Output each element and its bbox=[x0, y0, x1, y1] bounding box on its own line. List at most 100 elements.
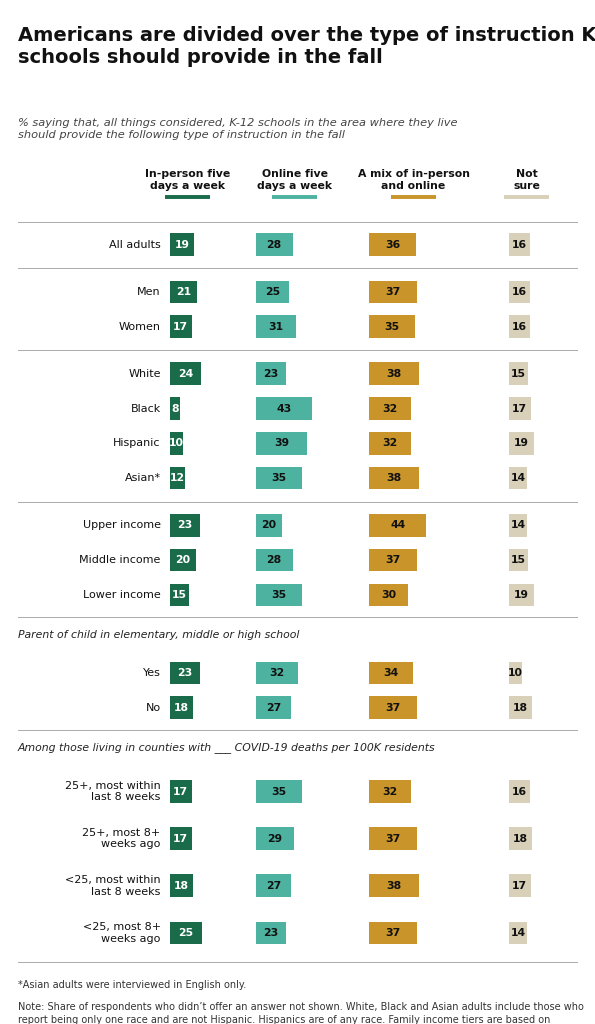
Text: 35: 35 bbox=[271, 590, 286, 600]
Bar bbox=[170, 514, 200, 537]
Bar bbox=[509, 233, 530, 256]
Text: 17: 17 bbox=[512, 881, 527, 891]
Text: 37: 37 bbox=[386, 287, 401, 297]
Text: Parent of child in elementary, middle or high school: Parent of child in elementary, middle or… bbox=[18, 630, 299, 640]
Bar bbox=[369, 584, 408, 606]
Text: 39: 39 bbox=[274, 438, 289, 449]
Text: <25, most 8+
weeks ago: <25, most 8+ weeks ago bbox=[83, 922, 161, 944]
Bar bbox=[509, 662, 522, 684]
Text: 16: 16 bbox=[512, 786, 527, 797]
Text: 10: 10 bbox=[168, 438, 184, 449]
Bar bbox=[369, 549, 417, 571]
Bar bbox=[170, 281, 197, 303]
Text: Upper income: Upper income bbox=[83, 520, 161, 530]
Text: 19: 19 bbox=[513, 590, 529, 600]
Text: 14: 14 bbox=[511, 520, 525, 530]
Bar bbox=[256, 233, 293, 256]
Text: 35: 35 bbox=[384, 322, 399, 332]
Text: 23: 23 bbox=[177, 520, 192, 530]
Bar bbox=[369, 780, 411, 803]
Text: 28: 28 bbox=[267, 555, 282, 565]
Bar bbox=[170, 397, 180, 420]
Bar bbox=[509, 281, 530, 303]
Bar bbox=[369, 922, 417, 944]
Text: 44: 44 bbox=[390, 520, 405, 530]
Bar bbox=[170, 584, 189, 606]
Bar bbox=[170, 549, 196, 571]
Text: 17: 17 bbox=[173, 834, 188, 844]
Text: White: White bbox=[128, 369, 161, 379]
Text: 8: 8 bbox=[171, 403, 178, 414]
Bar bbox=[509, 549, 528, 571]
Bar bbox=[256, 397, 312, 420]
Bar bbox=[369, 514, 427, 537]
Text: In-person five
days a week: In-person five days a week bbox=[145, 170, 230, 191]
Text: 24: 24 bbox=[178, 369, 193, 379]
Text: Americans are divided over the type of instruction K-12
schools should provide i: Americans are divided over the type of i… bbox=[18, 26, 595, 68]
Bar bbox=[509, 467, 527, 489]
Text: 16: 16 bbox=[512, 322, 527, 332]
Text: 19: 19 bbox=[174, 240, 190, 250]
Bar bbox=[369, 827, 417, 850]
Bar bbox=[256, 514, 282, 537]
Text: 21: 21 bbox=[176, 287, 191, 297]
Text: Men: Men bbox=[137, 287, 161, 297]
Bar bbox=[170, 827, 192, 850]
Bar bbox=[509, 874, 531, 897]
Text: 14: 14 bbox=[511, 928, 525, 938]
Text: 17: 17 bbox=[173, 322, 188, 332]
Text: 14: 14 bbox=[511, 473, 525, 483]
Bar bbox=[369, 362, 419, 385]
Text: 38: 38 bbox=[386, 473, 402, 483]
Text: A mix of in-person
and online: A mix of in-person and online bbox=[358, 170, 469, 191]
Text: 20: 20 bbox=[175, 555, 190, 565]
Bar bbox=[170, 315, 192, 338]
Text: 23: 23 bbox=[263, 369, 278, 379]
Text: Online five
days a week: Online five days a week bbox=[257, 170, 332, 191]
Bar bbox=[256, 922, 286, 944]
Text: Note: Share of respondents who didn’t offer an answer not shown. White, Black an: Note: Share of respondents who didn’t of… bbox=[18, 1002, 584, 1024]
Text: 37: 37 bbox=[386, 928, 401, 938]
Bar bbox=[256, 281, 289, 303]
Text: 32: 32 bbox=[382, 403, 397, 414]
Bar bbox=[509, 362, 528, 385]
Bar bbox=[170, 874, 193, 897]
Text: All adults: All adults bbox=[109, 240, 161, 250]
Bar bbox=[369, 432, 411, 455]
Text: 38: 38 bbox=[386, 369, 402, 379]
Bar bbox=[369, 467, 419, 489]
Bar bbox=[509, 397, 531, 420]
Bar bbox=[369, 233, 416, 256]
Bar bbox=[256, 827, 294, 850]
Text: 25: 25 bbox=[265, 287, 280, 297]
Bar bbox=[256, 362, 286, 385]
Bar bbox=[170, 233, 195, 256]
Text: 19: 19 bbox=[513, 438, 529, 449]
Text: 23: 23 bbox=[177, 668, 192, 678]
Text: 29: 29 bbox=[267, 834, 283, 844]
Bar bbox=[170, 662, 200, 684]
Text: Lower income: Lower income bbox=[83, 590, 161, 600]
Bar bbox=[509, 432, 534, 455]
Text: 28: 28 bbox=[267, 240, 282, 250]
Text: 15: 15 bbox=[172, 590, 187, 600]
Bar bbox=[369, 315, 415, 338]
Text: 35: 35 bbox=[271, 786, 286, 797]
Bar bbox=[170, 362, 201, 385]
Text: 25+, most 8+
weeks ago: 25+, most 8+ weeks ago bbox=[82, 827, 161, 850]
Text: 25+, most within
last 8 weeks: 25+, most within last 8 weeks bbox=[65, 780, 161, 803]
Text: 36: 36 bbox=[385, 240, 400, 250]
Bar bbox=[509, 584, 534, 606]
Text: 10: 10 bbox=[508, 668, 523, 678]
Text: Middle income: Middle income bbox=[79, 555, 161, 565]
Text: % saying that, all things considered, K-12 schools in the area where they live
s: % saying that, all things considered, K-… bbox=[18, 118, 458, 140]
Bar bbox=[170, 780, 192, 803]
Text: Women: Women bbox=[118, 322, 161, 332]
Text: *Asian adults were interviewed in English only.: *Asian adults were interviewed in Englis… bbox=[18, 980, 246, 990]
Bar bbox=[509, 514, 527, 537]
Bar bbox=[170, 432, 183, 455]
Text: 12: 12 bbox=[170, 473, 185, 483]
Bar bbox=[369, 281, 417, 303]
Text: 23: 23 bbox=[263, 928, 278, 938]
Text: 18: 18 bbox=[174, 702, 189, 713]
